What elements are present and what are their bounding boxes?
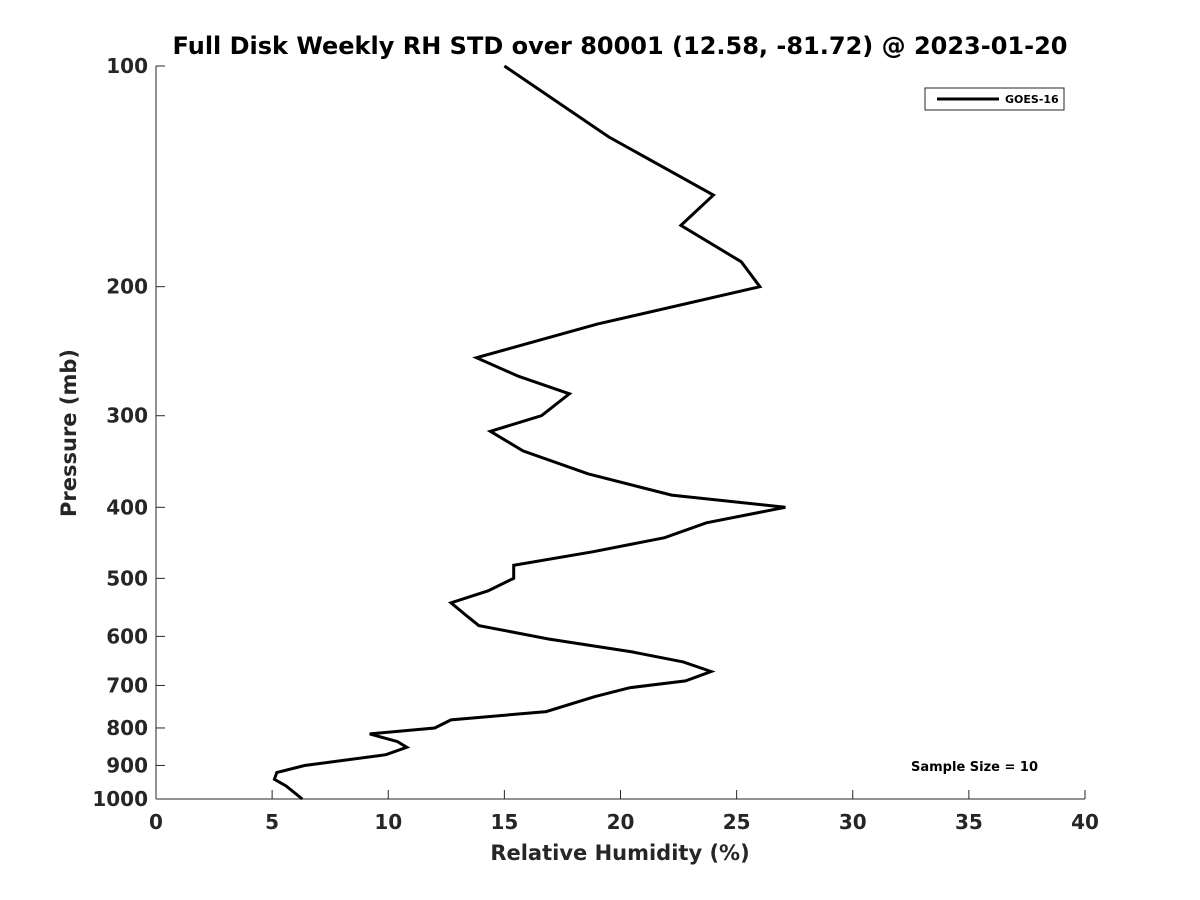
series-line-goes-16 bbox=[272, 64, 786, 801]
sample-size-annotation: Sample Size = 10 bbox=[911, 760, 1038, 775]
plot-area bbox=[156, 66, 1085, 799]
y-tick-label: 800 bbox=[106, 716, 148, 740]
x-tick-label: 30 bbox=[839, 810, 867, 834]
y-tick-label: 900 bbox=[106, 753, 148, 777]
x-axis: 0 5 10 15 20 25 30 35 40 bbox=[149, 790, 1099, 834]
y-tick-label: 700 bbox=[106, 673, 148, 697]
x-tick-label: 40 bbox=[1071, 810, 1099, 834]
x-axis-label: Relative Humidity (%) bbox=[490, 841, 749, 865]
y-tick-label: 100 bbox=[106, 54, 148, 78]
x-tick-label: 20 bbox=[607, 810, 635, 834]
x-tick-label: 5 bbox=[265, 810, 279, 834]
y-axis: 100 200 300 400 500 600 700 800 900 1000 bbox=[92, 54, 165, 811]
x-tick-label: 10 bbox=[374, 810, 402, 834]
chart-title: Full Disk Weekly RH STD over 80001 (12.5… bbox=[173, 32, 1068, 60]
y-tick-label: 1000 bbox=[92, 787, 148, 811]
series-layer bbox=[272, 64, 786, 801]
y-tick-label: 500 bbox=[106, 566, 148, 590]
x-tick-label: 35 bbox=[955, 810, 983, 834]
x-tick-label: 0 bbox=[149, 810, 163, 834]
x-tick-label: 25 bbox=[723, 810, 751, 834]
y-tick-label: 300 bbox=[106, 404, 148, 428]
y-tick-label: 200 bbox=[106, 275, 148, 299]
legend: GOES-16 bbox=[924, 87, 1065, 111]
legend-label-goes-16: GOES-16 bbox=[1005, 93, 1059, 106]
x-tick-label: 15 bbox=[490, 810, 518, 834]
y-tick-label: 400 bbox=[106, 495, 148, 519]
y-axis-label: Pressure (mb) bbox=[57, 349, 81, 517]
y-tick-label: 600 bbox=[106, 624, 148, 648]
